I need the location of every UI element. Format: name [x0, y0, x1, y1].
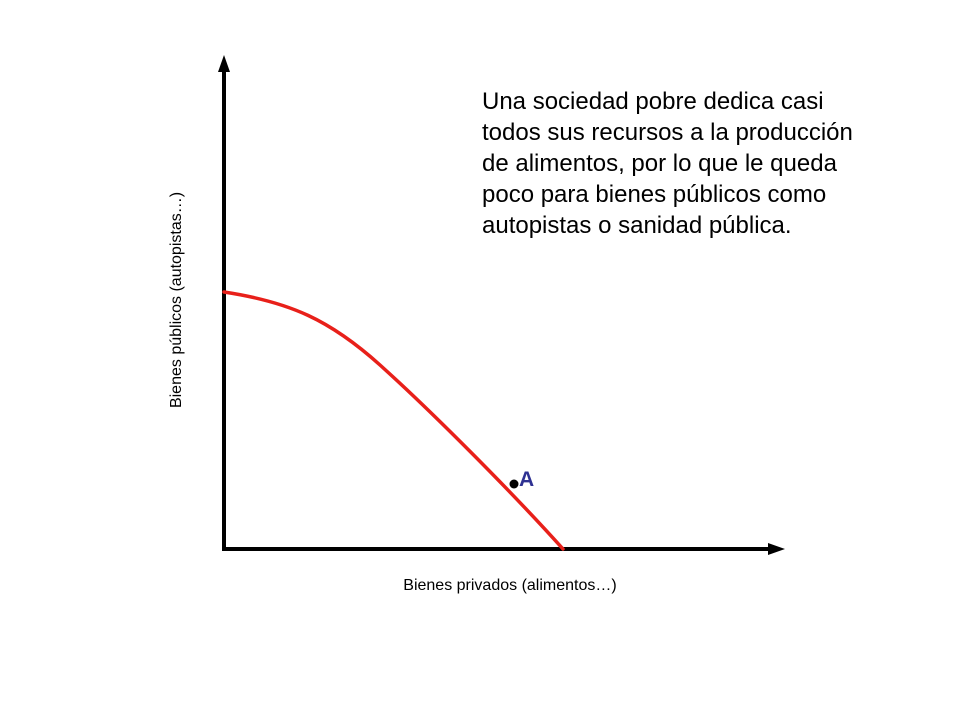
annotation-line: poco para bienes públicos como	[482, 181, 827, 208]
y-axis-arrow	[218, 55, 230, 72]
x-axis-arrow	[768, 543, 785, 555]
annotation-line: Una sociedad pobre dedica casi	[482, 88, 824, 115]
point-a-label: A	[519, 468, 534, 491]
annotation-line: autopistas o sanidad pública.	[482, 212, 792, 239]
annotation-text: Una sociedad pobre dedica casi todos sus…	[482, 86, 922, 241]
y-axis-label: Bienes públicos (autopistas…)	[168, 192, 185, 408]
x-axis-label: Bienes privados (alimentos…)	[403, 577, 616, 594]
ppf-curve	[222, 290, 565, 551]
point-a-dot	[509, 479, 519, 489]
annotation-line: todos sus recursos a la producción	[482, 119, 853, 146]
annotation-line: de alimentos, por lo que le queda	[482, 150, 837, 177]
